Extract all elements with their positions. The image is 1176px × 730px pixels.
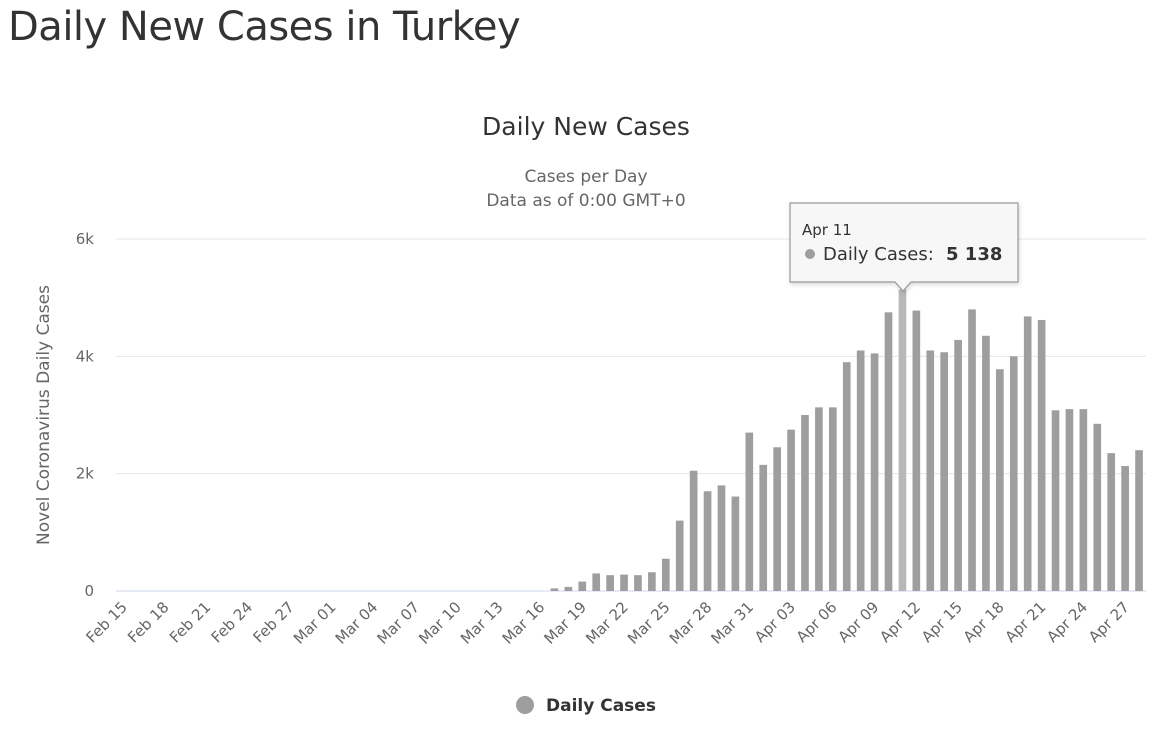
bar[interactable] bbox=[982, 335, 990, 591]
bar[interactable] bbox=[1037, 319, 1046, 591]
bar[interactable] bbox=[620, 574, 628, 591]
bar[interactable] bbox=[801, 415, 809, 591]
y-tick-label: 2k bbox=[76, 465, 95, 483]
x-tick-label: Mar 25 bbox=[624, 598, 674, 648]
x-tick-label: Feb 15 bbox=[82, 598, 130, 646]
bar[interactable] bbox=[592, 573, 601, 591]
legend-label[interactable]: Daily Cases bbox=[546, 696, 656, 716]
bar[interactable] bbox=[661, 558, 670, 591]
bar[interactable] bbox=[842, 362, 851, 591]
x-tick-label: Mar 19 bbox=[541, 598, 591, 648]
bar[interactable] bbox=[675, 520, 684, 591]
x-tick-label: Apr 27 bbox=[1085, 598, 1133, 646]
bar[interactable] bbox=[815, 407, 823, 591]
bar[interactable] bbox=[912, 310, 921, 591]
bar[interactable] bbox=[940, 352, 949, 591]
bar[interactable] bbox=[564, 586, 573, 591]
x-tick-label: Mar 07 bbox=[374, 598, 424, 648]
y-axis-ticks: 0 2k 4k 6k bbox=[76, 230, 95, 600]
bar[interactable] bbox=[550, 588, 559, 591]
bar[interactable] bbox=[829, 407, 837, 591]
x-tick-label: Mar 31 bbox=[708, 598, 758, 648]
bar[interactable] bbox=[1023, 316, 1032, 591]
bar[interactable] bbox=[870, 353, 879, 591]
x-tick-label: Feb 21 bbox=[166, 598, 214, 646]
bar[interactable] bbox=[634, 575, 642, 591]
tooltip: Apr 11 Daily Cases: 5 138 bbox=[789, 202, 1019, 292]
page-title: Daily New Cases in Turkey bbox=[8, 4, 521, 50]
x-tick-label: Mar 13 bbox=[457, 598, 507, 648]
x-tick-label: Feb 27 bbox=[249, 598, 297, 646]
bar[interactable] bbox=[1051, 410, 1060, 591]
bar[interactable] bbox=[1107, 453, 1116, 591]
tooltip-label: Daily Cases: bbox=[823, 244, 934, 265]
x-tick-label: Apr 21 bbox=[1001, 598, 1049, 646]
x-tick-label: Feb 24 bbox=[208, 598, 256, 646]
bar[interactable] bbox=[731, 496, 740, 591]
bar[interactable] bbox=[1079, 409, 1088, 591]
tooltip-date: Apr 11 bbox=[802, 221, 852, 239]
chart-title: Daily New Cases bbox=[482, 112, 690, 141]
bar[interactable] bbox=[606, 575, 614, 591]
bar[interactable] bbox=[884, 312, 893, 591]
bar[interactable] bbox=[1135, 450, 1143, 591]
bar[interactable] bbox=[787, 429, 795, 591]
tooltip-value: 5 138 bbox=[946, 244, 1002, 265]
legend-marker-icon bbox=[516, 696, 534, 714]
bar[interactable] bbox=[1093, 423, 1102, 591]
bar[interactable] bbox=[773, 447, 781, 591]
bar[interactable] bbox=[717, 485, 726, 591]
bar[interactable] bbox=[689, 470, 698, 591]
x-tick-label: Feb 18 bbox=[124, 598, 172, 646]
bar[interactable] bbox=[648, 572, 656, 591]
x-tick-label: Mar 01 bbox=[290, 598, 340, 648]
bar[interactable] bbox=[898, 289, 907, 591]
bar[interactable] bbox=[578, 581, 587, 591]
bar[interactable] bbox=[745, 432, 754, 591]
bar[interactable] bbox=[968, 309, 976, 591]
bar[interactable] bbox=[954, 339, 962, 591]
chart-subtitle-line-1: Cases per Day bbox=[524, 167, 647, 187]
chart-subtitle-line-2: Data as of 0:00 GMT+0 bbox=[486, 191, 685, 211]
x-tick-label: Mar 10 bbox=[415, 598, 465, 648]
bar[interactable] bbox=[759, 464, 768, 591]
tooltip-marker-icon bbox=[805, 249, 815, 259]
gridlines bbox=[116, 238, 1146, 592]
bar[interactable] bbox=[856, 350, 865, 591]
x-tick-label: Apr 12 bbox=[876, 598, 924, 646]
x-tick-label: Apr 09 bbox=[834, 598, 882, 646]
x-tick-label: Apr 15 bbox=[918, 598, 966, 646]
bars[interactable] bbox=[550, 289, 1143, 591]
x-tick-label: Apr 06 bbox=[793, 598, 841, 646]
tooltip-box bbox=[789, 202, 1019, 292]
y-tick-label: 4k bbox=[76, 347, 95, 365]
x-tick-label: Apr 24 bbox=[1043, 598, 1091, 646]
bar[interactable] bbox=[996, 369, 1004, 591]
bar[interactable] bbox=[1009, 356, 1018, 591]
bar[interactable] bbox=[1065, 409, 1074, 591]
x-tick-label: Mar 04 bbox=[332, 598, 382, 648]
bar[interactable] bbox=[1121, 466, 1129, 591]
x-tick-label: Mar 16 bbox=[499, 598, 549, 648]
y-axis-label: Novel Coronavirus Daily Cases bbox=[34, 285, 54, 545]
x-tick-label: Mar 28 bbox=[666, 598, 716, 648]
x-tick-label: Apr 18 bbox=[960, 598, 1008, 646]
y-tick-label: 0 bbox=[84, 582, 94, 600]
bar[interactable] bbox=[926, 350, 935, 591]
y-tick-label: 6k bbox=[76, 230, 95, 248]
legend[interactable]: Daily Cases bbox=[516, 696, 656, 716]
bar[interactable] bbox=[703, 491, 712, 591]
x-tick-label: Mar 22 bbox=[582, 598, 632, 648]
x-tick-label: Apr 03 bbox=[751, 598, 799, 646]
